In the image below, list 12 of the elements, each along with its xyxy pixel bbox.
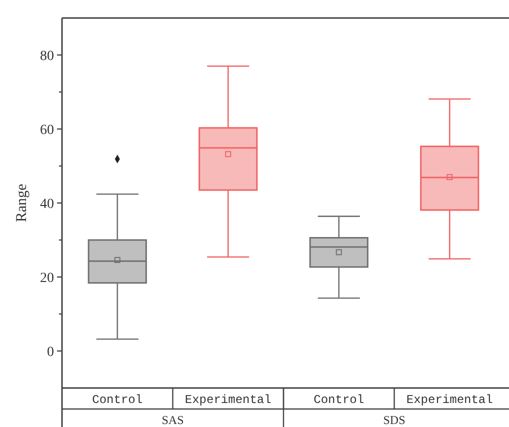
y-axis-title: Range [14, 184, 30, 222]
y-tick-label: 20 [40, 270, 54, 286]
text: SAS [162, 413, 184, 427]
y-tick-label: 0 [47, 344, 54, 360]
x-tick-label: Experimental [406, 393, 493, 407]
x-tick-label: Control [92, 393, 143, 407]
text: SDS [383, 413, 406, 427]
y-tick-label: 80 [40, 48, 54, 64]
x-tick-label: Experimental [184, 393, 272, 407]
y-tick-label: 60 [40, 122, 54, 138]
x-tick-label: Control [314, 393, 364, 407]
y-tick-label: 40 [40, 196, 54, 212]
